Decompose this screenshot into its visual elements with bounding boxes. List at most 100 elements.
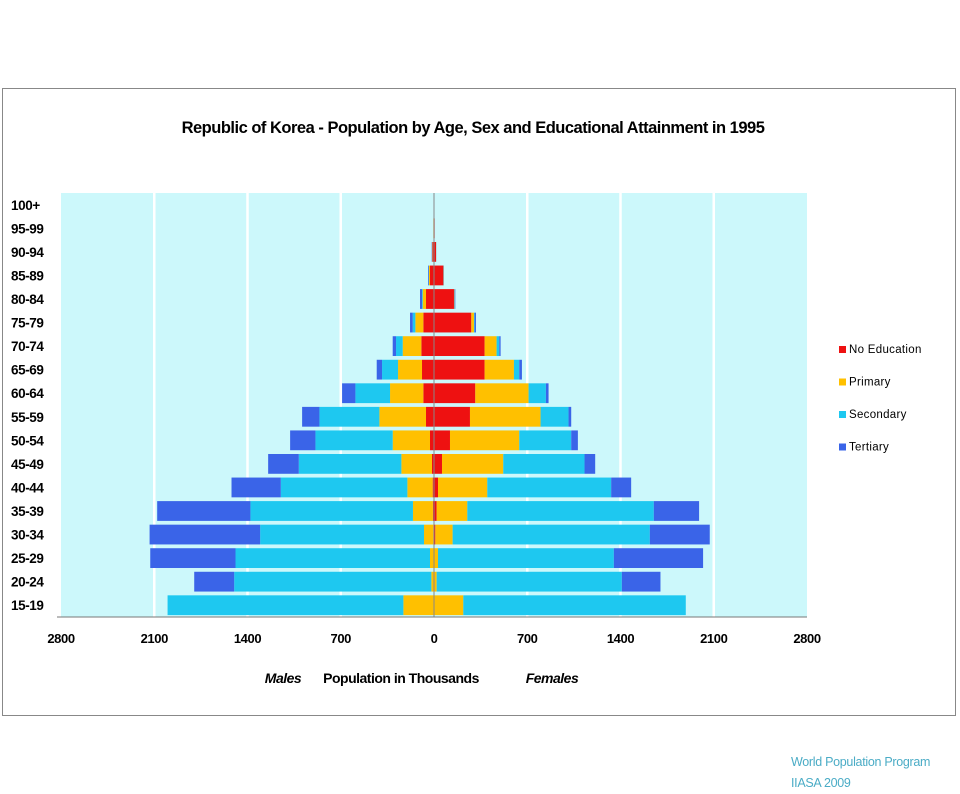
bar-female [541,407,569,427]
x-tick-label: 2100 [700,631,727,646]
bar-male [422,289,423,309]
bar-male [420,289,422,309]
bar-female [650,525,710,545]
bar-male [315,430,392,450]
bar-male [413,501,433,521]
bar-male [379,407,426,427]
bar-male [426,407,434,427]
age-group-label: 95-99 [11,221,44,236]
bar-male [150,525,261,545]
age-group-label: 85-89 [11,268,44,283]
bar-female [614,548,703,568]
bar-male [422,360,434,380]
bar-male [355,383,390,403]
bar-female [585,454,596,474]
bar-male [302,407,319,427]
bar-male [423,383,434,403]
age-group-label: 75-79 [11,316,44,331]
age-group-label: 20-24 [11,575,44,590]
legend-label: No Education [849,344,922,356]
age-group-label: 40-44 [11,480,44,495]
legend-label: Secondary [849,409,907,421]
bar-male [290,430,315,450]
bar-female [438,548,614,568]
credit-line-1: World Population Program [791,752,930,773]
bar-female [519,430,571,450]
bar-female [453,525,650,545]
bar-male [423,289,426,309]
bar-male [415,313,423,333]
bar-female [437,501,468,521]
credit: World Population Program IIASA 2009 [791,752,930,794]
bar-female [485,360,514,380]
bar-male [401,454,432,474]
bar-male [430,266,434,286]
bar-male [390,383,423,403]
bar-female [434,478,438,498]
bar-male [319,407,379,427]
bar-female [654,501,699,521]
bar-male [429,266,430,286]
bar-male [382,360,398,380]
bar-female [434,360,485,380]
bar-male [430,430,434,450]
bar-female [463,595,685,615]
x-tick-label: 0 [431,631,438,646]
bar-female [475,313,476,333]
bar-male [260,525,424,545]
bar-female [497,336,500,356]
bar-female [474,313,475,333]
bar-male [250,501,413,521]
legend-label: Tertiary [849,442,889,454]
bar-male [410,313,413,333]
bar-male [150,548,235,568]
age-group-label: 15-19 [11,598,44,613]
bar-male [424,525,433,545]
bar-female [569,407,572,427]
bar-male [413,313,416,333]
bar-male [234,572,431,592]
x-tick-label: 2800 [793,631,820,646]
age-group-label: 65-69 [11,363,44,378]
bar-female [434,336,485,356]
bar-female [434,454,442,474]
bar-female [438,478,487,498]
bar-female [475,383,528,403]
bar-male [430,548,434,568]
bar-female [434,289,454,309]
chart-title: Republic of Korea - Population by Age, S… [182,119,765,137]
bar-female [437,572,622,592]
bar-female [450,430,519,450]
x-tick-label: 2800 [47,631,74,646]
age-group-label: 35-39 [11,504,44,519]
x-tick-label: 2100 [141,631,168,646]
legend-swatch [839,379,846,386]
x-tick-label: 700 [517,631,538,646]
bar-male [299,454,402,474]
bar-female [434,595,463,615]
bar-female [455,289,456,309]
bar-male [393,336,396,356]
males-label: Males [265,670,302,686]
bar-female [519,360,522,380]
bar-female [546,383,549,403]
females-label: Females [526,670,579,686]
bar-male [403,336,422,356]
bar-male [157,501,250,521]
bar-male [426,289,434,309]
age-group-label: 90-94 [11,245,44,260]
age-group-label: 60-64 [11,386,44,401]
bar-female [434,407,470,427]
bar-female [470,407,541,427]
bar-male [281,478,408,498]
bar-female [622,572,661,592]
bar-female [435,525,452,545]
x-tick-label: 1400 [234,631,261,646]
age-group-label: 55-59 [11,410,44,425]
bar-female [499,336,500,356]
bar-female [514,360,519,380]
age-group-label: 30-34 [11,528,44,543]
bar-female [434,548,438,568]
bar-male [407,478,432,498]
credit-line-2: IIASA 2009 [791,773,930,794]
